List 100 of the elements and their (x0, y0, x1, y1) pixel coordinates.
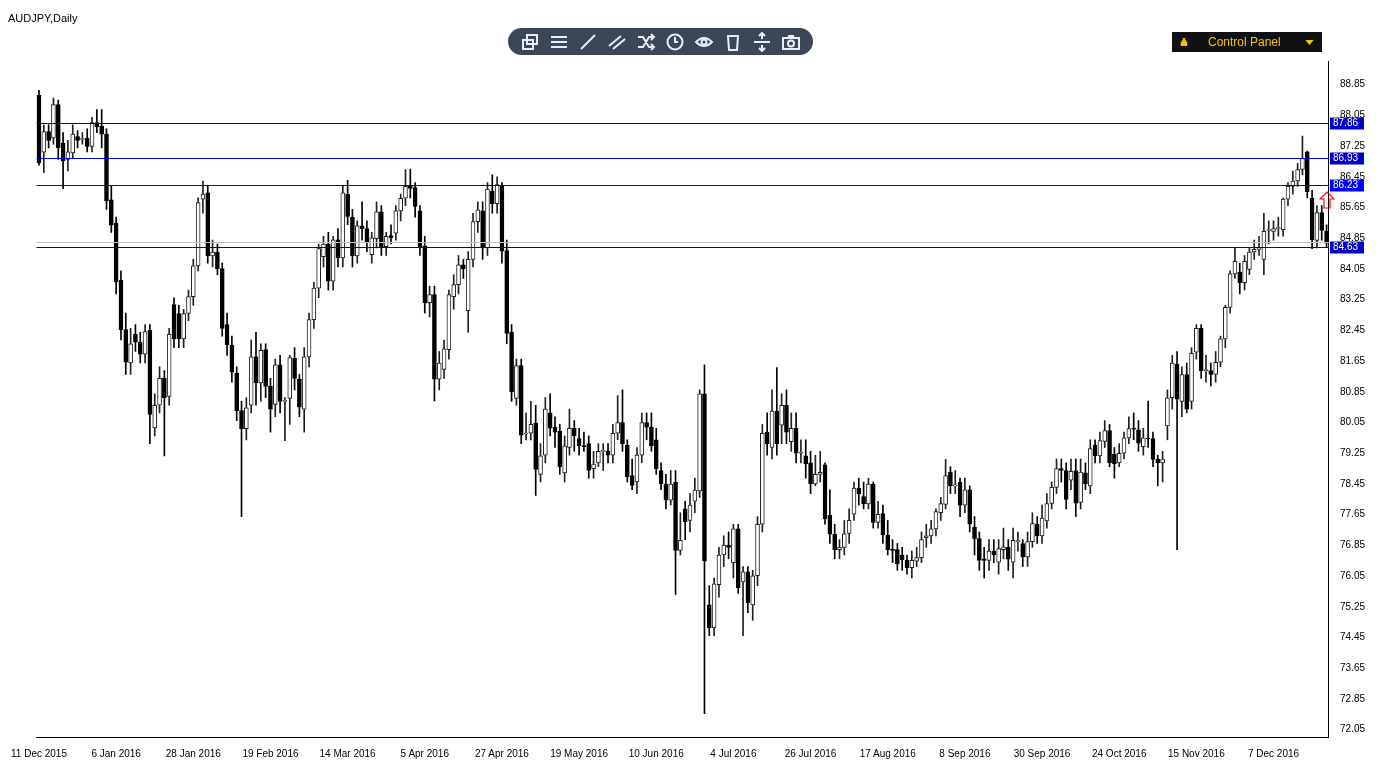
candlestick (244, 397, 249, 441)
x-tick-label: 15 Nov 2016 (1168, 747, 1226, 759)
y-tick-label: 78.45 (1339, 477, 1366, 489)
candlestick (403, 169, 408, 206)
candlestick (731, 523, 736, 579)
y-tick-label: 72.85 (1339, 692, 1366, 704)
candlestick (379, 205, 384, 256)
candlestick (432, 285, 437, 402)
x-tick-label: 17 Aug 2016 (859, 747, 917, 759)
candlestick (702, 364, 707, 714)
candlestick (856, 477, 862, 506)
candlestick (1136, 420, 1141, 452)
candlestick (1107, 424, 1112, 468)
y-tick-label: 84.85 (1339, 231, 1366, 243)
candlestick (461, 259, 466, 279)
candlestick (268, 378, 273, 433)
x-tick-label: 14 Mar 2016 (319, 747, 377, 759)
candlestick (345, 179, 350, 226)
candlestick (615, 395, 620, 441)
candlestick (644, 412, 649, 441)
candlestick (1189, 347, 1194, 410)
y-tick-label: 85.65 (1339, 201, 1366, 213)
y-tick-label: 76.85 (1339, 539, 1366, 551)
candlestick (427, 285, 432, 318)
candlestick (760, 424, 765, 533)
candlestick (1131, 412, 1136, 441)
candlestick (1054, 458, 1059, 494)
candlestick (620, 389, 625, 452)
candlestick (861, 481, 866, 510)
y-tick-label: 83.25 (1339, 293, 1366, 305)
candlestick (624, 439, 630, 483)
candlestick (538, 443, 543, 483)
candlestick (1208, 362, 1214, 387)
candlestick (162, 370, 167, 457)
candlestick (1025, 531, 1030, 567)
candlestick (996, 539, 1001, 575)
candlestick (1194, 324, 1199, 360)
candlestick (350, 209, 355, 268)
candlestick (543, 397, 548, 464)
candlestick (297, 374, 302, 418)
candlestick (514, 358, 519, 406)
candlestick (755, 516, 760, 587)
candlestick (808, 450, 813, 494)
candlestick (562, 435, 567, 483)
candlestick (99, 109, 105, 149)
candlestick (1213, 351, 1218, 383)
candlestick (596, 443, 601, 468)
x-tick-label: 11 Dec 2015 (11, 747, 68, 759)
candlestick (46, 124, 51, 149)
x-tick-label: 8 Sep 2016 (939, 747, 991, 759)
candlestick (952, 470, 958, 494)
y-tick-label: 72.05 (1339, 723, 1366, 735)
candlestick (292, 347, 297, 391)
candlestick (1295, 163, 1300, 187)
candlestick (779, 393, 784, 444)
candlestick (1112, 447, 1117, 479)
candlestick (678, 512, 683, 556)
candlestick (841, 520, 847, 556)
ref-line-label: 86.93 (1332, 152, 1359, 164)
candlestick (398, 193, 403, 222)
candlestick (1140, 427, 1146, 456)
x-tick-label: 10 Jun 2016 (628, 747, 685, 759)
candlestick (456, 255, 461, 295)
candlestick (600, 443, 606, 471)
candlestick (51, 97, 56, 145)
candlestick (1203, 355, 1209, 383)
candlestick (1049, 481, 1055, 510)
candlestick (914, 546, 919, 567)
candlestick (866, 477, 871, 510)
candlestick (571, 420, 577, 452)
panel-button: Control Panel (1172, 32, 1322, 52)
y-tick-label: 74.45 (1339, 631, 1366, 643)
y-tick-label: 80.85 (1339, 385, 1366, 397)
candlestick (215, 243, 220, 276)
candlestick (75, 130, 80, 149)
candlestick (523, 412, 529, 441)
candlestick (263, 343, 268, 398)
y-tick-label: 80.05 (1339, 416, 1366, 428)
x-tick-label: 4 Jul 2016 (710, 747, 757, 759)
candlestick (239, 401, 244, 517)
candlestick (1155, 454, 1161, 487)
y-tick-label: 79.25 (1339, 446, 1366, 458)
candlestick (480, 201, 485, 260)
y-tick-label: 81.65 (1339, 354, 1366, 366)
x-tick-label: 6 Jan 2016 (91, 747, 142, 759)
chart-title: AUDJPY,Daily (8, 11, 78, 24)
candlestick (899, 546, 905, 571)
candlestick (1059, 458, 1064, 483)
candlestick (1247, 247, 1252, 276)
candlestick (326, 232, 331, 291)
candlestick (784, 389, 789, 444)
ref-line-label: 86.23 (1332, 179, 1359, 191)
candlestick (1242, 255, 1247, 291)
candlestick (1165, 389, 1170, 441)
candlestick (726, 531, 731, 560)
candlestick (977, 531, 982, 571)
candlestick (591, 450, 596, 479)
ref-line-label: 84.63 (1332, 241, 1359, 253)
candlestick (1078, 458, 1083, 510)
candlestick (832, 523, 838, 560)
